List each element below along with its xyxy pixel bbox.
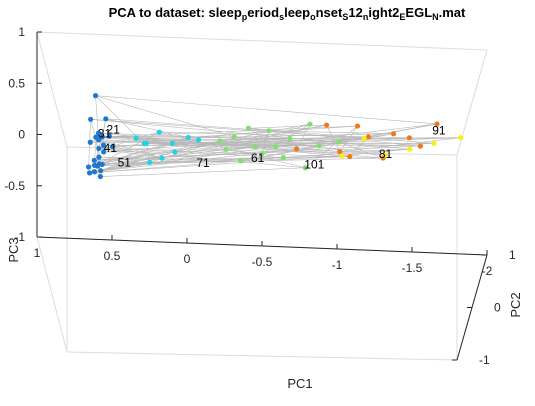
data-point [96, 155, 101, 160]
data-point [98, 174, 103, 179]
data-point [88, 117, 93, 122]
data-point [252, 144, 257, 149]
data-point [159, 156, 164, 161]
data-point [347, 154, 352, 159]
data-point [133, 136, 138, 141]
data-point [95, 163, 100, 168]
data-point [88, 140, 93, 145]
title-segment: leep [284, 5, 310, 20]
data-point [266, 128, 271, 133]
y-tick-label: 1 [509, 248, 516, 262]
data-point [407, 147, 412, 152]
trajectory-line [106, 119, 269, 131]
data-point [170, 141, 175, 146]
z-tick-label: -0.5 [4, 179, 25, 193]
point-label: 81 [379, 147, 393, 161]
data-point [100, 162, 105, 167]
data-point [281, 155, 286, 160]
data-point [103, 116, 108, 121]
point-label: 41 [104, 141, 118, 155]
y-tick-label: -1 [479, 353, 490, 367]
trajectory-line [96, 96, 437, 124]
y-tick-label: 0 [494, 301, 501, 315]
chart-title: PCA to dataset: sleepperiodsleeponsetS12… [109, 5, 466, 22]
x-tick-label: -0.5 [252, 255, 273, 269]
data-point [391, 131, 396, 136]
data-point [96, 146, 101, 151]
title-segment: ight2 [368, 5, 399, 20]
point-label: 51 [118, 155, 132, 169]
data-point [324, 122, 329, 127]
data-point [157, 130, 162, 135]
box-edge [67, 352, 457, 360]
title-segment: nset [316, 5, 343, 20]
point-label: 31 [98, 127, 112, 141]
data-point [144, 141, 149, 146]
point-label: 101 [304, 158, 324, 172]
z-tick-label: 0 [18, 128, 25, 142]
data-point [92, 158, 97, 163]
trajectory-line [368, 124, 437, 137]
title-segment: eriod [247, 5, 279, 20]
data-point [307, 121, 312, 126]
data-point [172, 149, 177, 154]
data-point [339, 153, 344, 158]
data-point [92, 169, 97, 174]
x-axis-label: PC1 [287, 376, 312, 391]
title-segment: EGL [405, 5, 432, 20]
box-edge [37, 32, 487, 50]
data-point [238, 158, 243, 163]
box-edge [37, 32, 67, 147]
data-point [98, 168, 103, 173]
x-tick-label: 1 [34, 246, 41, 260]
data-point [336, 139, 341, 144]
z-tick-label: 1 [18, 25, 25, 39]
data-point [186, 135, 191, 140]
point-label: 61 [251, 151, 265, 165]
z-tick-label: 0.5 [8, 76, 25, 90]
data-point [86, 164, 91, 169]
title-segment: 12 [348, 5, 362, 20]
x-tick-label: 0.5 [104, 249, 121, 263]
axes-box [37, 32, 487, 360]
data-point [273, 144, 278, 149]
data-point [355, 123, 360, 128]
z-axis-label: PC3 [6, 237, 21, 262]
data-point [224, 147, 229, 152]
point-label: 91 [432, 124, 446, 138]
y-axis-label: PC2 [508, 292, 523, 317]
data-point [316, 143, 321, 148]
x-tick-label: -1.5 [402, 261, 423, 275]
trajectory-lines [89, 96, 461, 177]
data-point [287, 136, 292, 141]
data-point [147, 160, 152, 165]
data-point [458, 135, 463, 140]
x-tick-label: -1 [332, 258, 343, 272]
data-point [93, 93, 98, 98]
title-segment: .mat [439, 5, 466, 20]
title-segment: PCA to dataset: sleep [109, 5, 242, 20]
data-point [294, 146, 299, 151]
point-label: 71 [196, 156, 210, 170]
data-point [418, 144, 423, 149]
x-tick-label: -2 [482, 264, 493, 278]
box-edge [37, 237, 67, 352]
data-point [217, 138, 222, 143]
data-point [196, 137, 201, 142]
data-point [232, 134, 237, 139]
data-point [246, 126, 251, 131]
data-point [362, 136, 367, 141]
data-point [87, 170, 92, 175]
data-point [407, 135, 412, 140]
x-tick-label: 0 [184, 252, 191, 266]
data-point [431, 141, 436, 146]
